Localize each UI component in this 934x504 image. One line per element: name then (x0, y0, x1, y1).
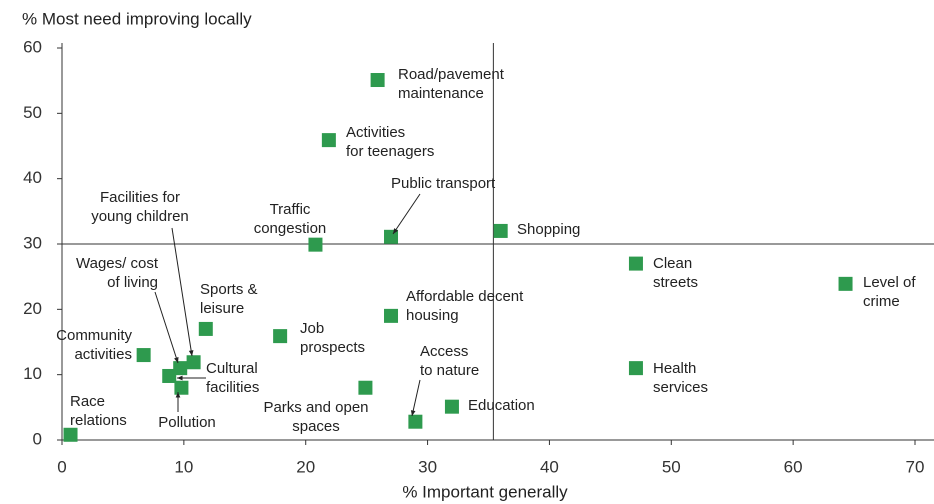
point (173, 361, 188, 376)
point-label: leisure (200, 300, 244, 317)
arrow-head (393, 228, 399, 234)
label-arrow (171, 227, 193, 357)
point (273, 329, 288, 344)
arrow-head (410, 410, 416, 416)
point-label: Public transport (391, 175, 496, 192)
point-label: Shopping (517, 221, 580, 238)
point-label: Education (468, 397, 535, 414)
x-axis-title: % Important generally (402, 482, 568, 501)
point (370, 73, 385, 88)
y-tick-label: 60 (23, 37, 42, 56)
point-label: Pollution (158, 414, 216, 431)
y-tick-label: 20 (23, 299, 42, 318)
point-label: Sports & (200, 281, 258, 298)
point-label: Parks and open (263, 399, 368, 416)
x-tick-label: 50 (662, 457, 681, 476)
point-label: prospects (300, 339, 365, 356)
point-label: Job (300, 320, 324, 337)
point (198, 321, 213, 336)
point (358, 380, 373, 395)
y-tick-label: 10 (23, 364, 42, 383)
point-label: services (653, 379, 708, 396)
point-label: spaces (292, 418, 340, 435)
y-tick-label: 50 (23, 103, 42, 122)
point (838, 276, 853, 291)
point-label: Race (70, 393, 105, 410)
point-label: housing (406, 307, 459, 324)
point (162, 368, 177, 383)
y-tick-label: 0 (33, 429, 42, 448)
point (136, 348, 151, 363)
point-label: relations (70, 412, 127, 429)
point-label: crime (863, 293, 900, 310)
x-tick-label: 0 (57, 457, 66, 476)
point-label: Community (56, 327, 132, 344)
point (408, 414, 423, 429)
x-tick-label: 60 (784, 457, 803, 476)
point (444, 399, 459, 414)
point (174, 380, 189, 395)
point (321, 133, 336, 148)
y-tick-label: 30 (23, 233, 42, 252)
point (63, 427, 78, 442)
point-label: Wages/ cost (76, 255, 159, 272)
point-label: activities (74, 346, 132, 363)
point (628, 256, 643, 271)
arrow-head (174, 357, 179, 363)
point-label: of living (107, 274, 158, 291)
x-tick-label: 70 (906, 457, 925, 476)
arrow-head (175, 392, 181, 398)
arrow-head (177, 375, 183, 381)
point-label: Affordable decent (406, 288, 524, 305)
point (308, 237, 323, 252)
point-label: Access (420, 343, 468, 360)
label-arrow (154, 291, 179, 364)
point (384, 308, 399, 323)
label-arrow (411, 379, 421, 417)
point-label: young children (91, 208, 189, 225)
point-label: facilities (206, 379, 259, 396)
point (186, 355, 201, 370)
point-label: maintenance (398, 85, 484, 102)
point-label: Traffic (270, 201, 311, 218)
point-label: Activities (346, 124, 405, 141)
x-tick-label: 10 (174, 457, 193, 476)
point (493, 223, 508, 238)
label-arrow (392, 193, 421, 235)
y-tick-label: 40 (23, 168, 42, 187)
point-label: Road/pavement (398, 66, 505, 83)
x-tick-label: 20 (296, 457, 315, 476)
point-label: Level of (863, 274, 916, 291)
point-label: Health (653, 360, 696, 377)
x-tick-label: 40 (540, 457, 559, 476)
x-tick-label: 30 (418, 457, 437, 476)
point (384, 229, 399, 244)
arrow-head (188, 350, 194, 356)
point-label: for teenagers (346, 143, 434, 160)
point-label: streets (653, 274, 698, 291)
point-label: to nature (420, 362, 479, 379)
point (628, 361, 643, 376)
point-label: Clean (653, 255, 692, 272)
point-label: Cultural (206, 360, 258, 377)
point-label: congestion (254, 220, 327, 237)
point-label: Facilities for (100, 189, 180, 206)
y-axis-title: % Most need improving locally (22, 9, 252, 28)
